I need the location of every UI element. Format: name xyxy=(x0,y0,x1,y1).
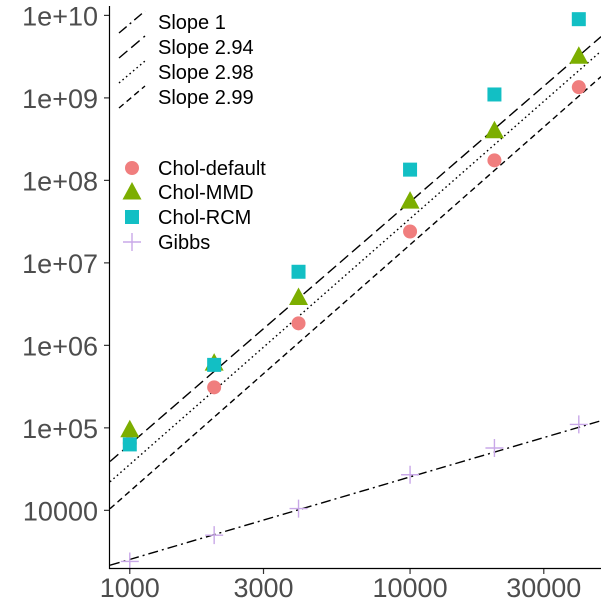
legend-key-slope-2-94 xyxy=(118,35,146,59)
point-gibbs xyxy=(289,499,308,518)
point-chol-mmd xyxy=(484,120,504,139)
x-tick-label: 1000 xyxy=(100,573,160,603)
ref-line-slope-2-98 xyxy=(110,50,601,483)
legend-key-chol-mmd xyxy=(122,182,142,200)
legend-key-chol-rcm xyxy=(125,210,139,224)
point-chol-mmd xyxy=(120,419,140,438)
legend-label-slope-2-94: Slope 2.94 xyxy=(158,37,254,59)
point-chol-default xyxy=(291,316,306,331)
point-chol-default xyxy=(403,224,418,239)
point-chol-rcm xyxy=(291,264,306,279)
y-axis-ticks: 10000 1e+05 1e+06 1e+07 1e+08 1e+09 1e+10 xyxy=(22,1,109,526)
x-tick-label: 3000 xyxy=(233,573,293,603)
point-chol-mmd xyxy=(569,46,589,64)
point-chol-rcm xyxy=(207,357,222,372)
y-tick-label: 10000 xyxy=(23,496,98,526)
legend-key-gibbs xyxy=(123,233,141,251)
legend-key-slope-2-99 xyxy=(118,85,146,109)
legend-label-gibbs: Gibbs xyxy=(158,232,210,254)
point-gibbs xyxy=(401,465,420,484)
point-gibbs xyxy=(569,415,588,434)
data-points xyxy=(120,12,589,571)
legend-label-slope-2-98: Slope 2.98 xyxy=(158,62,254,84)
point-chol-default xyxy=(207,380,222,395)
y-tick-label: 1e+10 xyxy=(22,1,98,31)
axes xyxy=(108,6,601,570)
point-gibbs xyxy=(120,552,139,571)
legend-key-slope-2-98 xyxy=(118,60,146,84)
y-tick-label: 1e+05 xyxy=(22,414,98,444)
legend-label-slope-1: Slope 1 xyxy=(158,12,226,34)
x-axis-ticks: 1000 3000 10000 30000 xyxy=(100,569,581,603)
legend-label-slope-2-99: Slope 2.99 xyxy=(158,87,254,109)
point-chol-rcm xyxy=(487,87,502,102)
legend-key-slope-1 xyxy=(118,10,146,34)
y-tick-label: 1e+09 xyxy=(22,84,98,114)
y-tick-label: 1e+08 xyxy=(22,166,98,196)
legend-label-chol-rcm: Chol-RCM xyxy=(158,207,251,229)
point-chol-rcm xyxy=(403,162,418,177)
point-chol-mmd xyxy=(400,191,420,209)
reference-lines xyxy=(110,36,601,566)
legend: Slope 1 Slope 2.94 Slope 2.98 Slope 2.99 Cho… xyxy=(118,10,266,254)
y-tick-label: 1e+07 xyxy=(22,249,98,279)
ref-line-slope-1 xyxy=(110,420,601,566)
y-tick-label: 1e+06 xyxy=(22,331,98,361)
point-chol-default xyxy=(571,80,586,95)
point-chol-mmd xyxy=(289,287,309,306)
x-tick-label: 10000 xyxy=(373,573,448,603)
legend-key-chol-default xyxy=(125,161,139,175)
legend-label-chol-mmd: Chol-MMD xyxy=(158,182,254,204)
point-chol-rcm xyxy=(122,437,137,452)
point-chol-default xyxy=(487,153,502,168)
legend-label-chol-default: Chol-default xyxy=(158,158,266,180)
ref-line-slope-2-94 xyxy=(110,36,601,463)
point-gibbs xyxy=(205,526,224,545)
point-chol-rcm xyxy=(571,12,586,27)
point-gibbs xyxy=(485,438,504,457)
x-tick-label: 30000 xyxy=(506,573,581,603)
ref-line-slope-2-99 xyxy=(110,76,601,510)
